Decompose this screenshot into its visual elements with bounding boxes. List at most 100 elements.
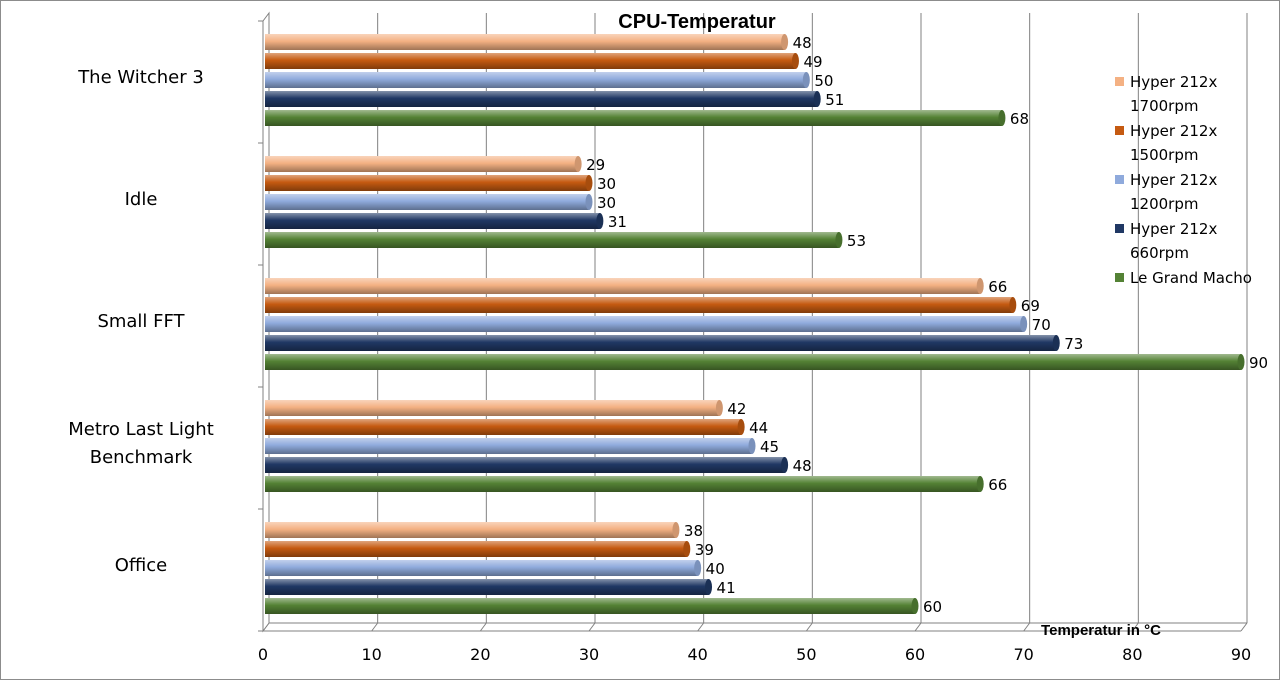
x-tick-label: 90 <box>1231 645 1251 664</box>
category-label: Metro Last Light <box>68 419 214 440</box>
bar-end-cap <box>705 579 713 595</box>
legend-label: Hyper 212x <box>1130 73 1217 91</box>
x-tick-label: 80 <box>1122 645 1142 664</box>
data-label: 49 <box>803 53 822 71</box>
bar-end-cap <box>1009 297 1017 313</box>
x-tick-label: 50 <box>796 645 816 664</box>
legend-label: Hyper 212x <box>1130 171 1217 189</box>
bar <box>265 419 742 435</box>
data-label: 70 <box>1032 316 1051 334</box>
x-axis-title: Temperatur in °C <box>1041 622 1161 639</box>
data-label: 68 <box>1010 110 1029 128</box>
bar-end-cap <box>976 278 984 294</box>
data-label: 48 <box>793 34 812 52</box>
category-label: Benchmark <box>90 447 193 468</box>
data-label: 29 <box>586 156 605 174</box>
floor-gridline <box>371 622 379 632</box>
legend-label: Hyper 212x <box>1130 122 1217 140</box>
data-label: 42 <box>727 400 746 418</box>
bar <box>265 278 981 294</box>
data-label: 44 <box>749 419 768 437</box>
bar <box>265 110 1002 126</box>
data-label: 38 <box>684 522 703 540</box>
bar-end-cap <box>596 213 604 229</box>
bar-end-cap <box>1237 354 1245 370</box>
data-label: 30 <box>597 194 616 212</box>
bar <box>265 522 676 538</box>
data-label: 90 <box>1249 354 1268 372</box>
data-label: 66 <box>988 476 1007 494</box>
x-tick-label: 10 <box>361 645 381 664</box>
bar <box>265 438 752 454</box>
bar <box>265 232 839 248</box>
legend-label: 660rpm <box>1130 244 1189 262</box>
bar <box>265 598 915 614</box>
floor-gridline <box>1023 622 1031 632</box>
legend-swatch <box>1115 224 1124 233</box>
legend-label: 1700rpm <box>1130 97 1198 115</box>
bar <box>265 91 818 107</box>
bars <box>265 34 1245 614</box>
bar-end-cap <box>737 419 745 435</box>
bar-end-cap <box>748 438 756 454</box>
data-label: 73 <box>1064 335 1083 353</box>
bar <box>265 213 600 229</box>
bar <box>265 53 796 69</box>
floor-gridline <box>914 622 922 632</box>
bar-end-cap <box>791 53 799 69</box>
bar-end-cap <box>911 598 919 614</box>
tick-labels: 0 10 20 30 40 50 60 70 80 90 <box>258 645 1251 664</box>
bar <box>265 72 807 88</box>
bar-end-cap <box>813 91 821 107</box>
category-label: Small FFT <box>97 311 185 332</box>
legend: Hyper 212x 1700rpm Hyper 212x 1500rpm Hyper … <box>1115 73 1252 287</box>
data-label: 48 <box>793 457 812 475</box>
bar <box>265 457 785 473</box>
data-label: 51 <box>825 91 844 109</box>
legend-swatch <box>1115 175 1124 184</box>
category-label: The Witcher 3 <box>77 67 204 88</box>
bar-end-cap <box>585 194 593 210</box>
bar-end-cap <box>976 476 984 492</box>
legend-label: 1200rpm <box>1130 195 1198 213</box>
x-tick-label: 20 <box>470 645 490 664</box>
bar-end-cap <box>835 232 843 248</box>
bar-end-cap <box>781 34 789 50</box>
bar-end-cap <box>1020 316 1028 332</box>
legend-swatch <box>1115 273 1124 282</box>
floor-gridline <box>588 622 596 632</box>
bar <box>265 579 709 595</box>
data-label: 41 <box>717 579 736 597</box>
category-label: Idle <box>125 189 158 210</box>
data-label: 31 <box>608 213 627 231</box>
data-label: 30 <box>597 175 616 193</box>
bar-end-cap <box>998 110 1006 126</box>
x-tick-label: 70 <box>1013 645 1033 664</box>
bar-end-cap <box>781 457 789 473</box>
bar-end-cap <box>574 156 582 172</box>
x-tick-label: 60 <box>905 645 925 664</box>
data-label: 69 <box>1021 297 1040 315</box>
bar-end-cap <box>672 522 680 538</box>
bar-end-cap <box>1052 335 1060 351</box>
legend-swatch <box>1115 126 1124 135</box>
category-label: Office <box>115 555 168 576</box>
floor-gridline <box>479 622 487 632</box>
legend-swatch <box>1115 77 1124 86</box>
chart-title: CPU-Temperatur <box>618 11 776 33</box>
bar-end-cap <box>683 541 691 557</box>
bar <box>265 156 579 172</box>
bar <box>265 194 589 210</box>
bar <box>265 476 981 492</box>
data-label: 39 <box>695 541 714 559</box>
data-label: 60 <box>923 598 942 616</box>
bar <box>265 316 1024 332</box>
floor-gridline <box>805 622 813 632</box>
bar <box>265 400 720 416</box>
x-tick-label: 0 <box>258 645 268 664</box>
bar <box>265 335 1057 351</box>
floor-gridline <box>1131 622 1139 632</box>
data-label: 45 <box>760 438 779 456</box>
